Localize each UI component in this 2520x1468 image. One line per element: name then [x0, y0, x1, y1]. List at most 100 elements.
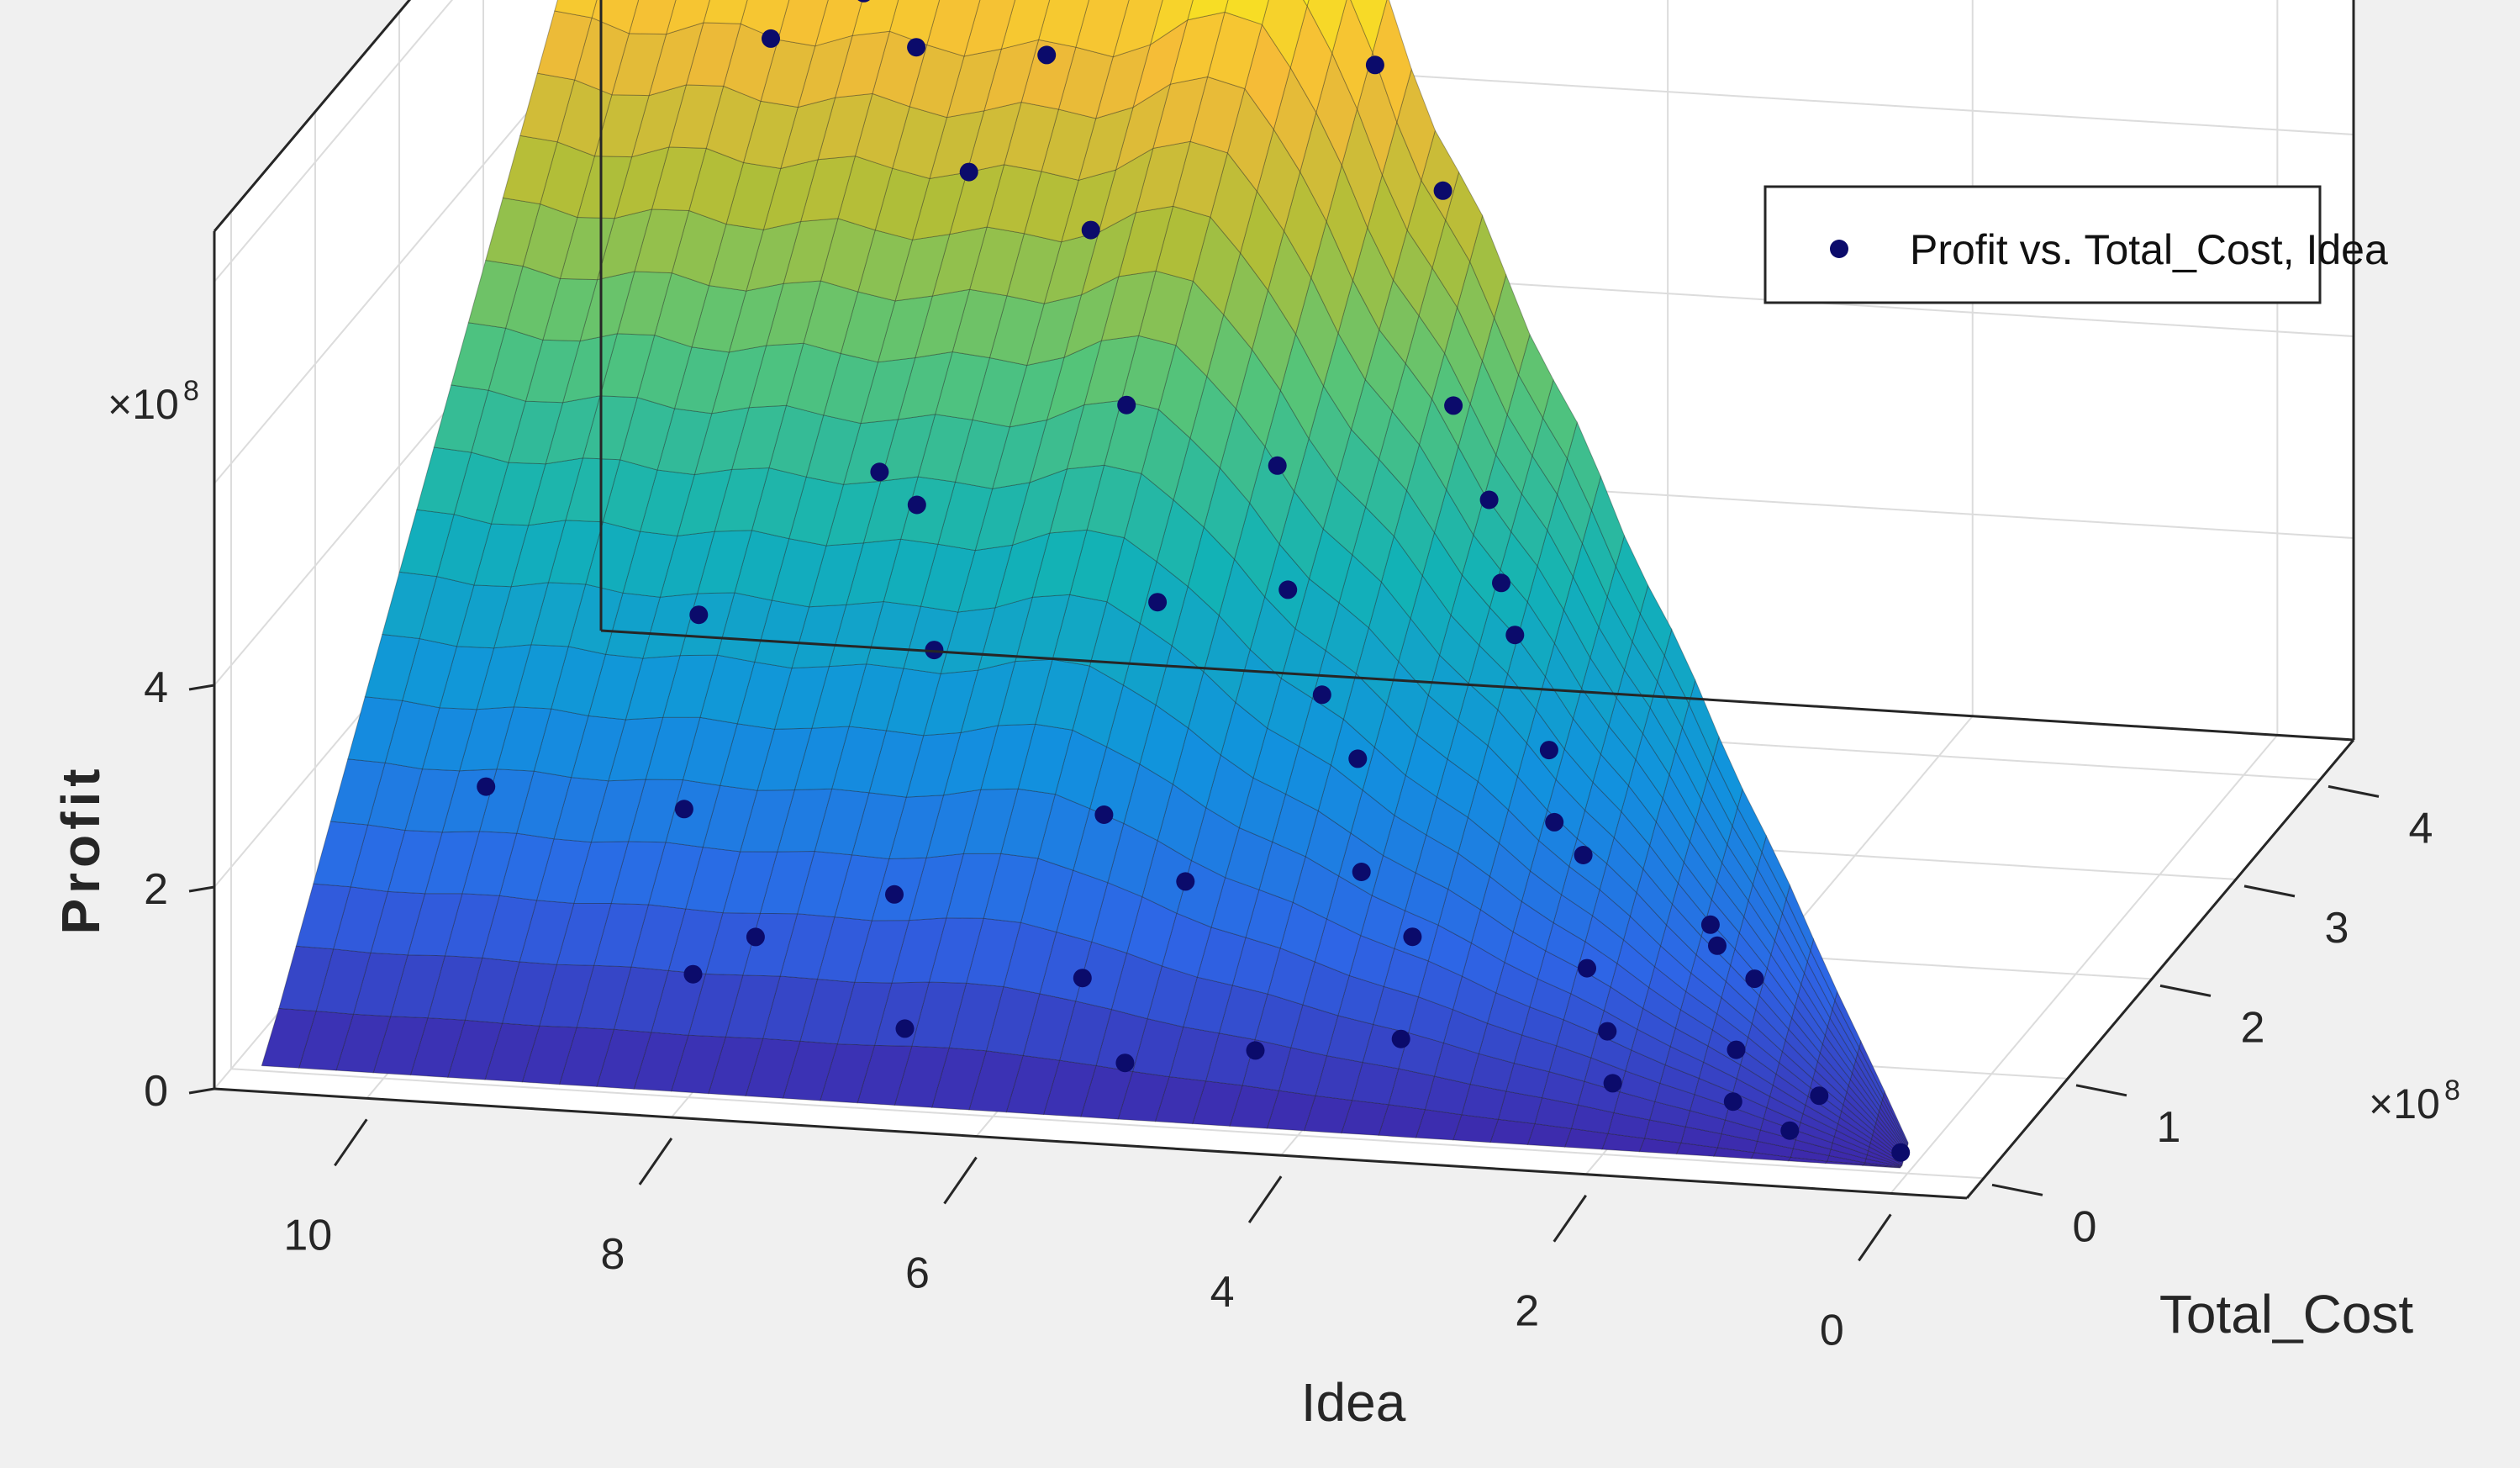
surface-facet [1037, 0, 1089, 48]
surface-facet [888, 0, 941, 46]
x-tick-mark [334, 1118, 368, 1167]
y-axis-multiplier: ×10 8 [2369, 1075, 2460, 1127]
surface-facet [1350, 0, 1388, 55]
surface-facet [1149, 0, 1194, 46]
scatter-point [1365, 55, 1384, 75]
surface-facet [851, 0, 899, 36]
x-tick-mark [1247, 1175, 1283, 1223]
legend-box [1763, 185, 2322, 304]
surface-facet [740, 0, 790, 40]
legend-entry: Profit vs. Total_Cost, Idea [1910, 226, 2388, 273]
scatter-point [1268, 456, 1287, 475]
scatter-point [1246, 1041, 1265, 1060]
surface-facet [1224, 0, 1269, 25]
surface-facet [926, 0, 981, 57]
x-tick-label: 10 [283, 1211, 332, 1259]
scatter-point [895, 1019, 915, 1038]
scatter-point [746, 927, 765, 947]
z-tick-mark [188, 1087, 215, 1095]
scatter-point [1037, 45, 1057, 65]
scatter-point [674, 800, 693, 819]
scatter-point [857, 0, 870, 3]
x-axis-line [214, 1087, 1968, 1200]
surface-facet [1306, 0, 1347, 55]
scatter-point [1348, 749, 1368, 768]
surface-facet [1000, 0, 1051, 50]
scatter-point [1094, 805, 1114, 824]
z-tick-label: 0 [144, 1067, 168, 1116]
scatter-point [1479, 490, 1499, 510]
scatter-point [925, 641, 944, 660]
x-tick-label: 4 [1210, 1268, 1235, 1317]
surface-facet [703, 0, 748, 24]
scatter-point [1352, 863, 1371, 881]
y-tick-label: 2 [2241, 1003, 2265, 1052]
scatter-point [1891, 1143, 1911, 1162]
z-tick-label: 4 [144, 663, 168, 712]
scatter-point [1433, 181, 1452, 200]
scatter-point [1278, 580, 1298, 599]
surface-facet [665, 0, 710, 35]
gridline-x-floor [1890, 734, 2279, 1194]
box-edge-back-floor [600, 629, 2354, 742]
scatter-point [1176, 872, 1195, 891]
y-tick-label: 0 [2073, 1202, 2097, 1251]
surface-facet [554, 0, 598, 18]
surface-facet [1331, 0, 1373, 111]
scatter-point [1117, 395, 1136, 415]
scatter-point [1148, 593, 1168, 612]
surface-facet [777, 0, 829, 47]
scatter-point [1403, 927, 1422, 947]
x-tick-label: 0 [1820, 1306, 1844, 1354]
y-tick-label: 3 [2325, 904, 2349, 953]
scatter-point [477, 777, 496, 796]
surface-facet [815, 0, 863, 47]
x-axis-label: Idea [1301, 1372, 1406, 1433]
scatter-series[interactable] [477, 0, 1911, 1162]
scatter-point [870, 462, 889, 482]
scatter-point [1539, 741, 1558, 760]
y-axis-label: Total_Cost [2159, 1284, 2414, 1344]
scatter-point [885, 884, 904, 904]
y-tick-mark [1991, 1183, 2043, 1196]
y-tick-mark [2075, 1084, 2127, 1097]
y-tick-label: 4 [2409, 804, 2433, 853]
y-tick-mark [2243, 884, 2296, 898]
legend[interactable]: Profit vs. Total_Cost, Idea [1763, 185, 2388, 304]
svg-text:×10: ×10 [2369, 1080, 2440, 1127]
scatter-point [1081, 220, 1100, 240]
svg-text:×10: ×10 [108, 381, 179, 428]
surface-facet [1372, 0, 1412, 124]
surface-facet [1261, 0, 1308, 69]
x-tick-mark [1858, 1213, 1892, 1262]
scatter-point [959, 162, 978, 182]
surface-facet [1075, 0, 1130, 58]
scatter-point [1444, 396, 1463, 415]
x-tick-label: 8 [600, 1230, 625, 1279]
surface-facet [628, 0, 677, 35]
z-tick-label: 2 [144, 865, 168, 914]
gridline-y-floor [230, 1068, 1985, 1180]
surface-facet [1112, 0, 1163, 58]
scatter-point [907, 495, 926, 515]
scatter-point [1708, 936, 1727, 955]
z-axis-label: Profit [50, 763, 111, 934]
svg-text:8: 8 [183, 375, 199, 407]
scatter-point [907, 38, 926, 57]
y-axis-line [1965, 739, 2355, 1199]
scatter-point [1574, 846, 1593, 864]
surface-facet [1303, 0, 1310, 8]
scatter-point [1723, 1092, 1742, 1112]
svg-text:8: 8 [2444, 1075, 2460, 1106]
surface-facet [963, 0, 1016, 57]
surface-facet [1187, 0, 1229, 21]
scatter-point [1312, 685, 1331, 705]
y-tick-mark [2328, 784, 2380, 798]
tick-labels: 0 2 4 6 8 10 0 1 2 3 4 0 2 4 [144, 663, 2433, 1354]
scatter-point [1492, 573, 1510, 593]
x-tick-mark [638, 1138, 673, 1185]
x-tick-mark [1553, 1194, 1587, 1243]
scatter-point [1115, 1053, 1135, 1073]
